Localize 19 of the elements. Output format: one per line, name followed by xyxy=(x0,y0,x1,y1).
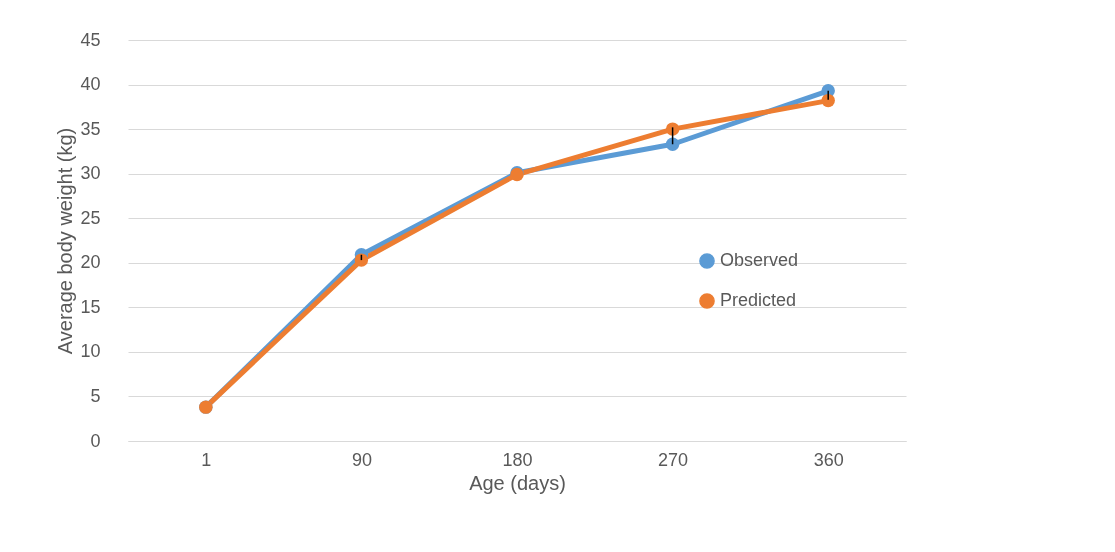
y-tick-label: 0 xyxy=(90,430,101,451)
y-tick-label: 25 xyxy=(80,207,101,228)
y-tick-label: 30 xyxy=(80,163,101,184)
x-tick-label: 270 xyxy=(658,449,689,470)
y-tick-label: 15 xyxy=(80,296,101,317)
y-tick-label: 10 xyxy=(80,341,101,362)
x-axis-title: Age (days) xyxy=(469,471,566,494)
y-tick-label: 20 xyxy=(80,252,101,273)
y-tick-label: 45 xyxy=(80,29,101,50)
legend-label: Predicted xyxy=(720,290,797,310)
y-tick-label: 35 xyxy=(80,118,101,139)
y-axis-title: Average body weight (kg) xyxy=(54,127,77,355)
x-tick-label: 180 xyxy=(502,449,533,470)
y-tick-label: 40 xyxy=(80,74,101,95)
x-tick-label: 90 xyxy=(351,449,372,470)
y-tick-label: 5 xyxy=(90,385,101,406)
x-tick-label: 1 xyxy=(201,449,212,470)
legend-label: Observed xyxy=(720,250,799,270)
x-tick-label: 360 xyxy=(813,449,844,470)
